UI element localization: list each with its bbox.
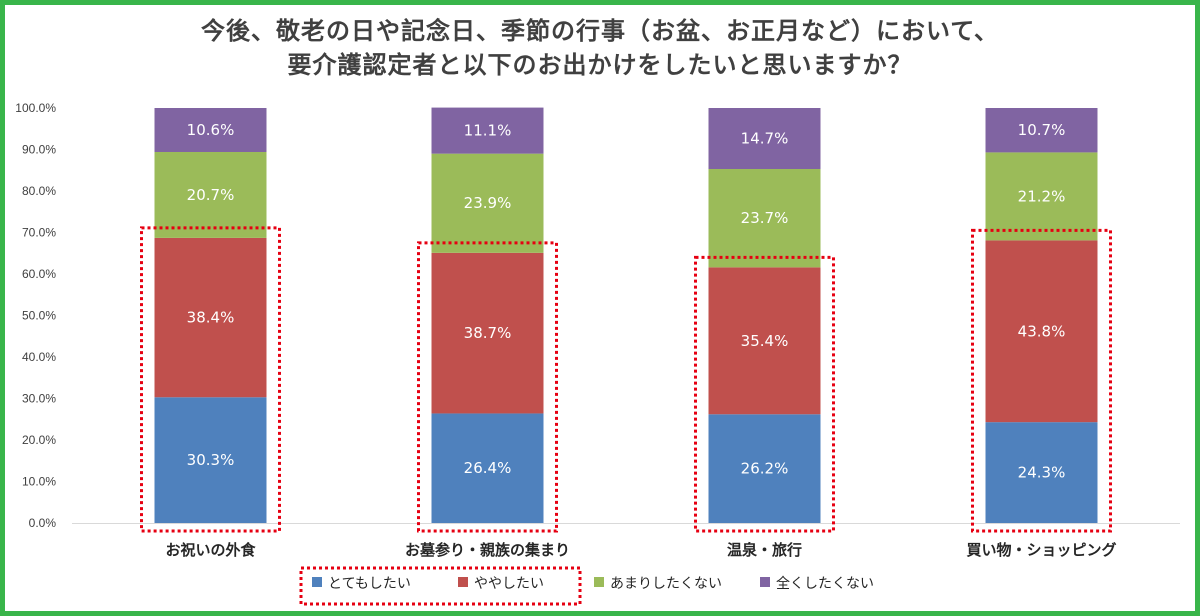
- legend-swatch: [312, 577, 322, 587]
- data-label: 30.3%: [187, 451, 235, 469]
- bar-segment-3-4: [708, 108, 821, 170]
- bar-segment-4-4: [985, 108, 1098, 153]
- y-tick-label: 60.0%: [22, 267, 56, 281]
- bar-segment-1-2: [154, 237, 267, 398]
- legend-label: ややしたい: [474, 576, 544, 592]
- bar-segment-2-1: [431, 413, 544, 523]
- bar-segment-3-3: [708, 169, 821, 268]
- y-tick-label: 100.0%: [15, 101, 56, 115]
- y-tick-label: 40.0%: [22, 350, 56, 364]
- data-label: 24.3%: [1018, 464, 1066, 482]
- y-tick-label: 70.0%: [22, 226, 56, 240]
- legend-swatch: [594, 577, 604, 587]
- category-label: お墓参り・親族の集まり: [405, 541, 570, 559]
- bar-segment-1-4: [154, 108, 267, 152]
- legend-label: 全くしたくない: [776, 575, 874, 592]
- y-tick-label: 20.0%: [22, 433, 56, 447]
- data-label: 11.1%: [464, 122, 512, 140]
- bar-segment-4-1: [985, 422, 1098, 523]
- bar-segment-1-1: [154, 397, 267, 523]
- legend-swatch: [458, 577, 468, 587]
- category-label: 買い物・ショッピング: [966, 541, 1116, 559]
- data-label: 10.7%: [1018, 121, 1066, 139]
- data-label: 38.4%: [187, 309, 235, 327]
- bar-segment-2-2: [431, 252, 544, 414]
- y-tick-label: 80.0%: [22, 184, 56, 198]
- bar-segment-3-2: [708, 267, 821, 415]
- legend-label: とてもしたい: [328, 576, 411, 592]
- highlight-box: [417, 241, 558, 533]
- data-label: 26.4%: [464, 459, 512, 477]
- data-label: 23.7%: [741, 209, 789, 227]
- y-tick-label: 30.0%: [22, 392, 56, 406]
- category-label: 温泉・旅行: [727, 541, 802, 559]
- y-tick-label: 0.0%: [29, 516, 57, 530]
- data-label: 14.7%: [741, 130, 789, 148]
- data-label: 23.9%: [464, 194, 512, 212]
- highlight-box: [971, 228, 1112, 533]
- y-tick-label: 90.0%: [22, 143, 56, 157]
- data-label: 35.4%: [741, 332, 789, 350]
- category-label: お祝いの外食: [165, 541, 256, 559]
- legend-highlight-box: [299, 566, 582, 606]
- data-label: 26.2%: [741, 460, 789, 478]
- data-label: 38.7%: [464, 324, 512, 342]
- bar-segment-3-1: [708, 414, 821, 523]
- bar-segment-4-2: [985, 240, 1098, 423]
- highlight-box: [694, 255, 835, 533]
- data-label: 21.2%: [1018, 187, 1066, 205]
- data-label: 43.8%: [1018, 322, 1066, 340]
- bar-segment-1-3: [154, 151, 267, 238]
- bar-segment-4-3: [985, 152, 1098, 241]
- y-tick-label: 10.0%: [22, 475, 56, 489]
- chart-title: 今後、敬老の日や記念日、季節の行事（お盆、お正月など）において、 要介護認定者と…: [0, 14, 1200, 82]
- legend-swatch: [760, 577, 770, 587]
- chart-title-line-1: 今後、敬老の日や記念日、季節の行事（お盆、お正月など）において、: [200, 17, 1000, 45]
- bar-segment-2-3: [431, 153, 544, 253]
- chart-title-line-2: 要介護認定者と以下のお出かけをしたいと思いますか？: [287, 51, 913, 79]
- data-label: 20.7%: [187, 186, 235, 204]
- bar-segment-2-4: [431, 107, 544, 154]
- legend-label: あまりしたくない: [610, 576, 722, 592]
- data-label: 10.6%: [187, 121, 235, 139]
- highlight-box: [140, 226, 281, 533]
- y-tick-label: 50.0%: [22, 309, 56, 323]
